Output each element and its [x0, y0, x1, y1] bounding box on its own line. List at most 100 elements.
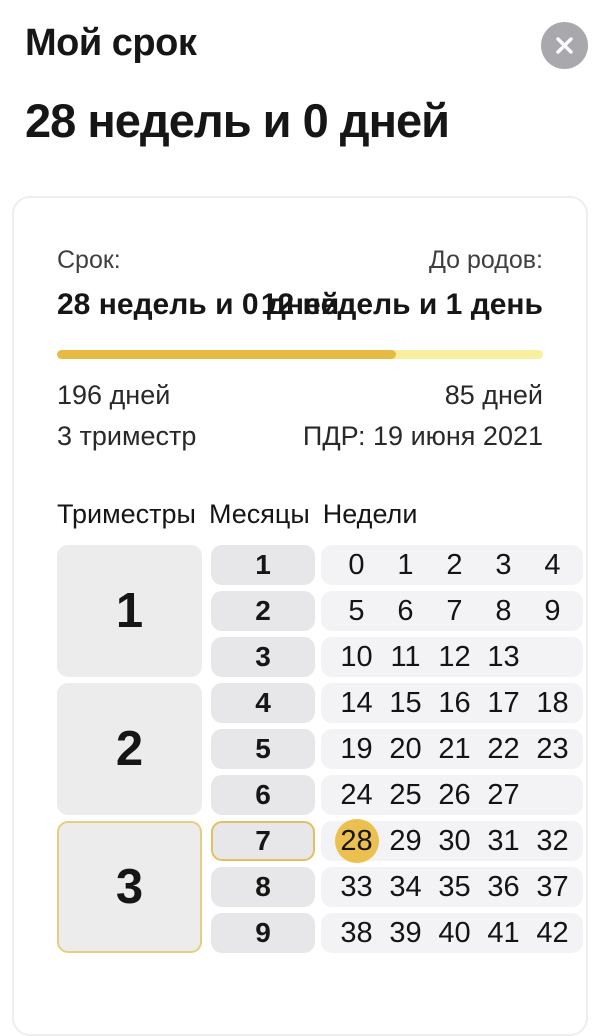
week-36[interactable]: 36	[487, 871, 520, 903]
week-16[interactable]: 16	[438, 687, 471, 719]
week-21[interactable]: 21	[438, 733, 471, 765]
week-row: 14 15 16 17 18	[321, 683, 583, 723]
week-41[interactable]: 41	[487, 917, 520, 949]
week-18[interactable]: 18	[536, 687, 569, 719]
week-cell: 12	[430, 635, 479, 679]
progress-bar	[57, 350, 543, 359]
week-15[interactable]: 15	[389, 687, 422, 719]
week-row: 33 34 35 36 37	[321, 867, 583, 907]
week-7[interactable]: 7	[446, 595, 463, 627]
week-34[interactable]: 34	[389, 871, 422, 903]
week-row: 24 25 26 27	[321, 775, 583, 815]
trimester-3[interactable]: 3	[57, 821, 202, 953]
week-cell: 18	[528, 681, 577, 725]
week-cell: 13	[479, 635, 528, 679]
week-cell: 3	[479, 543, 528, 587]
week-6[interactable]: 6	[397, 595, 414, 627]
week-cell: 11	[381, 635, 430, 679]
week-2[interactable]: 2	[446, 549, 463, 581]
week-cell: 7	[430, 589, 479, 633]
week-10[interactable]: 10	[340, 641, 373, 673]
month-3[interactable]: 3	[211, 637, 315, 677]
month-5[interactable]: 5	[211, 729, 315, 769]
weeks-column: 0 1 2 3 4 5 6 7 8 9 10 11 12 13	[321, 545, 583, 677]
week-26[interactable]: 26	[438, 779, 471, 811]
weeks-column: 14 15 16 17 18 19 20 21 22 23 24 25 26 27	[321, 683, 583, 815]
week-27[interactable]: 27	[487, 779, 520, 811]
close-button[interactable]	[541, 22, 588, 69]
month-8[interactable]: 8	[211, 867, 315, 907]
week-39[interactable]: 39	[389, 917, 422, 949]
month-2[interactable]: 2	[211, 591, 315, 631]
week-35[interactable]: 35	[438, 871, 471, 903]
week-cell: 1	[381, 543, 430, 587]
week-cell: 32	[528, 819, 577, 863]
month-4[interactable]: 4	[211, 683, 315, 723]
top-bar: Мой срок	[0, 0, 600, 69]
week-cell: 24	[332, 773, 381, 817]
tab-trimesters[interactable]: Триместры	[57, 499, 196, 529]
month-6[interactable]: 6	[211, 775, 315, 815]
trimester-1[interactable]: 1	[57, 545, 202, 677]
week-row: 38 39 40 41 42	[321, 913, 583, 953]
week-42[interactable]: 42	[536, 917, 569, 949]
until-days: 85 дней	[444, 380, 543, 410]
week-24[interactable]: 24	[340, 779, 373, 811]
week-20[interactable]: 20	[389, 733, 422, 765]
week-cell: 42	[528, 911, 577, 955]
week-13[interactable]: 13	[487, 641, 520, 673]
week-19[interactable]: 19	[340, 733, 373, 765]
trimester-2[interactable]: 2	[57, 683, 202, 815]
week-9[interactable]: 9	[544, 595, 561, 627]
week-cell: 6	[381, 589, 430, 633]
labels-row: Срок: До родов:	[57, 245, 543, 275]
week-0[interactable]: 0	[348, 549, 365, 581]
until-birth-label: До родов:	[428, 246, 543, 274]
week-cell: 41	[479, 911, 528, 955]
tab-months[interactable]: Месяцы	[208, 499, 310, 529]
week-12[interactable]: 12	[438, 641, 471, 673]
week-3[interactable]: 3	[495, 549, 512, 581]
week-11[interactable]: 11	[390, 641, 421, 673]
week-5[interactable]: 5	[348, 595, 365, 627]
week-40[interactable]: 40	[438, 917, 471, 949]
week-cell: 15	[381, 681, 430, 725]
week-cell: 5	[332, 589, 381, 633]
week-cell: 29	[381, 819, 430, 863]
week-cell: 36	[479, 865, 528, 909]
week-25[interactable]: 25	[389, 779, 422, 811]
week-38[interactable]: 38	[340, 917, 373, 949]
trimester-group: 1 1 2 3 0 1 2 3 4 5 6 7 8 9 10 11 12 13	[57, 545, 583, 677]
week-cell: 21	[430, 727, 479, 771]
week-33[interactable]: 33	[340, 871, 373, 903]
week-30[interactable]: 30	[438, 825, 471, 857]
month-9[interactable]: 9	[211, 913, 315, 953]
week-14[interactable]: 14	[340, 687, 373, 719]
week-cell: 28	[332, 819, 381, 863]
week-cell: 25	[381, 773, 430, 817]
week-37[interactable]: 37	[536, 871, 569, 903]
week-cell: 22	[479, 727, 528, 771]
week-1[interactable]: 1	[397, 549, 414, 581]
values-row: 28 недель и 0 дней 12 недель и 1 день	[57, 288, 543, 328]
week-cell: 34	[381, 865, 430, 909]
week-29[interactable]: 29	[389, 825, 422, 857]
week-31[interactable]: 31	[487, 825, 520, 857]
week-cell: 17	[479, 681, 528, 725]
week-17[interactable]: 17	[487, 687, 520, 719]
week-22[interactable]: 22	[487, 733, 520, 765]
week-cell: 20	[381, 727, 430, 771]
month-1[interactable]: 1	[211, 545, 315, 585]
month-7[interactable]: 7	[211, 821, 315, 861]
week-row: 10 11 12 13	[321, 637, 583, 677]
tab-weeks[interactable]: Недели	[322, 499, 418, 529]
week-4[interactable]: 4	[544, 549, 561, 581]
term-label: Срок:	[57, 246, 121, 274]
page-title: Мой срок	[25, 22, 197, 64]
week-cell: 14	[332, 681, 381, 725]
week-8[interactable]: 8	[495, 595, 512, 627]
week-cell: 0	[332, 543, 381, 587]
week-28[interactable]: 28	[334, 819, 379, 863]
week-32[interactable]: 32	[536, 825, 569, 857]
week-23[interactable]: 23	[536, 733, 569, 765]
